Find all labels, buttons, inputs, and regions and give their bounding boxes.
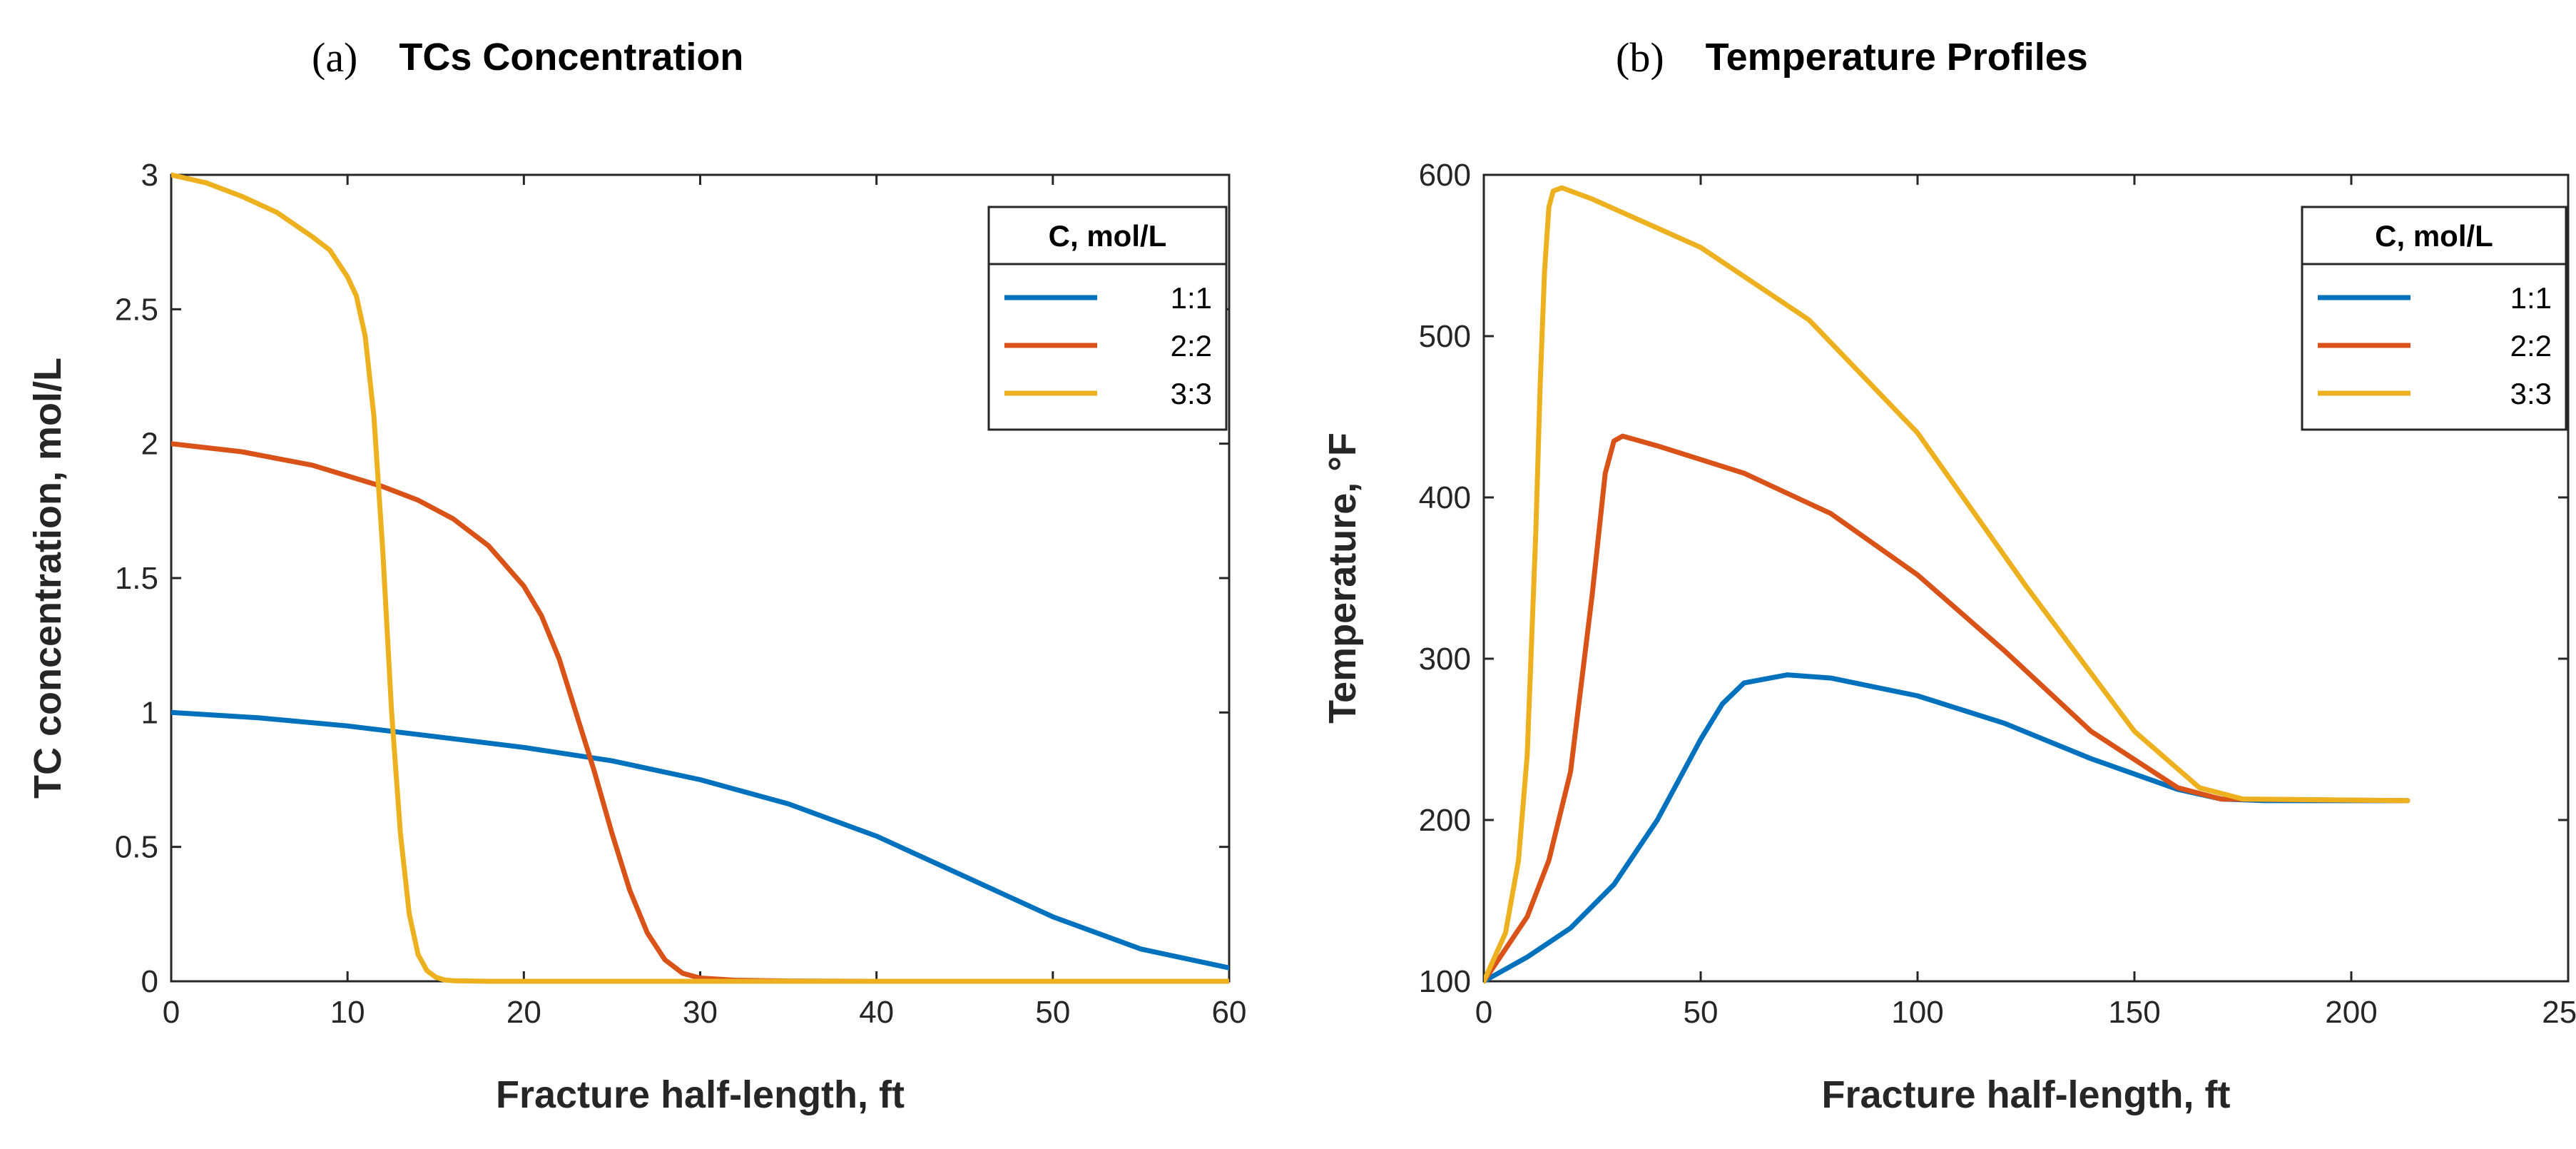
chart-b-ytick-label: 300 xyxy=(1419,642,1471,677)
chart-a-series-line-1-1 xyxy=(171,709,1229,971)
chart-b-legend-label: 2:2 xyxy=(2510,329,2552,363)
chart-a-xtick-label: 60 xyxy=(1212,995,1247,1030)
chart-a: 0 10 20 30 40 50 60 0 0.5 1 1.5 2 2.5 3 Fracture half-… xyxy=(26,158,1246,1116)
chart-b-series-line-2-2 xyxy=(1484,433,2410,984)
panel-a-heading: (a) TCs Concentration xyxy=(312,29,743,86)
chart-a-x-axis-label: Fracture half-length, ft xyxy=(496,1073,905,1116)
chart-b-xtick-label: 150 xyxy=(2108,995,2160,1030)
chart-b-ytick-label: 200 xyxy=(1419,803,1471,838)
chart-b-legend-label: 1:1 xyxy=(2510,281,2552,315)
chart-b-ytick-label: 500 xyxy=(1419,319,1471,354)
chart-a-xtick-label: 0 xyxy=(163,995,180,1030)
panel-b-title: Temperature Profiles xyxy=(1705,36,2088,79)
chart-b-ytick-label: 600 xyxy=(1419,158,1471,193)
chart-b-legend-title: C, mol/L xyxy=(2375,219,2493,253)
chart-b-xtick-label: 50 xyxy=(1684,995,1719,1030)
chart-b-xtick-label: 100 xyxy=(1891,995,1943,1030)
chart-a-xtick-label: 20 xyxy=(506,995,541,1030)
chart-a-y-axis-label: TC concentration, mol/L xyxy=(26,358,69,799)
chart-a-ytick-label: 2.5 xyxy=(115,292,158,327)
chart-a-series-line-3-3 xyxy=(171,172,1229,984)
chart-a-legend-label: 2:2 xyxy=(1171,329,1212,363)
panel-b-heading: (b) Temperature Profiles xyxy=(1616,29,2088,86)
chart-b-ytick-label: 100 xyxy=(1419,964,1471,999)
panel-a-title: TCs Concentration xyxy=(399,36,744,79)
chart-b-ytick-label: 400 xyxy=(1419,480,1471,515)
chart-a-ytick-label: 1 xyxy=(141,695,158,730)
chart-a-ytick-label: 2 xyxy=(141,427,158,462)
chart-b-x-axis-label: Fracture half-length, ft xyxy=(1821,1073,2230,1116)
chart-a-ytick-label: 0.5 xyxy=(115,830,158,865)
chart-a-legend-label: 1:1 xyxy=(1171,281,1212,315)
chart-a-ytick-label: 1.5 xyxy=(115,561,158,596)
chart-a-xtick-label: 50 xyxy=(1035,995,1070,1030)
panel-a-letter: (a) xyxy=(312,34,358,81)
chart-a-ytick-label: 0 xyxy=(141,964,158,999)
panel-b-letter: (b) xyxy=(1616,34,1664,81)
chart-a-legend: C, mol/L1:1 2:2 3:3 xyxy=(987,206,1228,431)
chart-b-xtick-label: 200 xyxy=(2325,995,2377,1030)
chart-b: 0 50 100 150 200 250 100 200 300 400 500 600 Fractur… xyxy=(1321,158,2576,1116)
chart-b-y-axis-label: Temperature, °F xyxy=(1321,432,1364,724)
chart-a-legend-title: C, mol/L xyxy=(1049,219,1167,253)
chart-a-ytick-label: 3 xyxy=(141,158,158,193)
chart-b-legend-label: 3:3 xyxy=(2510,377,2552,410)
chart-a-legend-label: 3:3 xyxy=(1171,377,1212,410)
chart-b-legend: C, mol/L 1:1 2:2 3:3 xyxy=(2301,206,2567,431)
chart-a-xtick-label: 40 xyxy=(859,995,894,1030)
chart-a-xtick-label: 10 xyxy=(330,995,365,1030)
chart-b-xtick-label: 0 xyxy=(1475,995,1492,1030)
chart-b-xtick-label: 250 xyxy=(2542,995,2576,1030)
chart-b-series-line-3-3 xyxy=(1484,185,2410,984)
chart-a-xtick-label: 30 xyxy=(683,995,718,1030)
